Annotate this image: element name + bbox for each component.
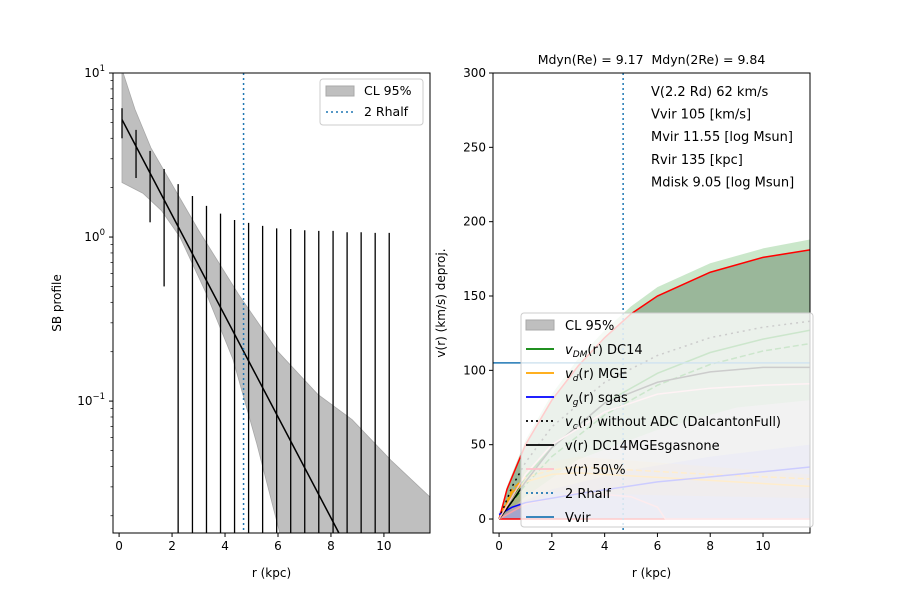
- legend-label: Vvir: [565, 511, 591, 526]
- chart-title: Mdyn(Re) = 9.17 Mdyn(2Re) = 9.84: [538, 52, 766, 67]
- annotation-text: Rvir 135 [kpc]: [651, 153, 743, 168]
- y-axis-label: SB profile: [50, 274, 64, 332]
- legend-label-subscript: c: [573, 422, 578, 432]
- annotation-text: Mvir 11.55 [log Msun]: [651, 130, 793, 145]
- y-axis-label: v(r) (km/s) deproj.: [434, 248, 448, 357]
- y-tick-base: 10: [84, 230, 99, 244]
- legend-label: vg(r) sgas: [565, 391, 628, 408]
- legend-label: vd(r) MGE: [565, 367, 628, 384]
- y-tick-label: 300: [463, 66, 486, 80]
- x-tick-label: 10: [376, 539, 391, 553]
- y-tick-label: 250: [463, 140, 486, 154]
- x-axis-label: r (kpc): [632, 566, 671, 580]
- confidence-band: [121, 73, 430, 533]
- y-tick-label: 150: [463, 289, 486, 303]
- x-tick-label: 4: [221, 539, 229, 553]
- legend-label-symbol: v: [565, 367, 573, 382]
- model-line: [121, 119, 340, 533]
- legend-label-subscript: DM: [573, 350, 588, 360]
- legend-box: [520, 312, 814, 528]
- plot-area: [121, 73, 430, 533]
- y-tick-label: 50: [471, 438, 486, 452]
- annotation-text: Mdisk 9.05 [log Msun]: [651, 175, 794, 190]
- y-tick-exponent: −1: [92, 392, 105, 402]
- x-tick-label: 6: [654, 539, 662, 553]
- y-tick-label: 100: [463, 363, 486, 377]
- y-tick-base: 10: [84, 66, 99, 80]
- legend-label: v(r) DC14MGEsgasnone: [565, 439, 720, 454]
- x-axis-label: r (kpc): [252, 566, 291, 580]
- y-tick-label: 100: [84, 228, 105, 244]
- axes-frame: [112, 72, 431, 534]
- legend-label-rest: (r) without ADC (DalcantonFull): [578, 415, 781, 430]
- annotation-text: Vvir 105 [km/s]: [651, 108, 751, 123]
- x-tick-label: 2: [548, 539, 556, 553]
- x-tick-label: 0: [495, 539, 503, 553]
- legend-label: v(r) 50\%: [565, 463, 626, 478]
- x-tick-label: 10: [755, 539, 770, 553]
- legend-label-symbol: v: [565, 391, 573, 406]
- y-tick-label: 0: [478, 512, 486, 526]
- legend-swatch-patch: [325, 85, 355, 97]
- x-tick-label: 0: [115, 539, 123, 553]
- legend-label-symbol: v: [565, 343, 573, 358]
- legend-label: 2 Rhalf: [364, 104, 409, 119]
- y-tick-exponent: 1: [100, 64, 105, 74]
- legend-label-subscript: d: [573, 374, 579, 384]
- x-tick-label: 8: [706, 539, 714, 553]
- legend-label: CL 95%: [565, 319, 614, 334]
- legend: CL 95% 2 Rhalf: [319, 78, 424, 126]
- x-tick-label: 8: [327, 539, 335, 553]
- legend-label: CL 95%: [364, 83, 412, 98]
- y-tick-label: 200: [463, 215, 486, 229]
- y-tick-label: 101: [84, 64, 105, 80]
- legend-label: vc(r) without ADC (DalcantonFull): [565, 415, 781, 432]
- y-tick-exponent: 0: [100, 228, 105, 238]
- legend-label-rest: (r) MGE: [578, 367, 627, 382]
- legend-label-symbol: v: [565, 415, 573, 430]
- y-tick-label: 10−1: [77, 392, 105, 408]
- legend-label: 2 Rhalf: [565, 487, 611, 502]
- x-tick-label: 2: [168, 539, 176, 553]
- legend-label-rest: (r) sgas: [578, 391, 628, 406]
- legend-label: vDM(r) DC14: [565, 343, 643, 360]
- legend-label-rest: (r) DC14: [587, 343, 642, 358]
- annotation-text: V(2.2 Rd) 62 km/s: [651, 85, 769, 100]
- x-tick-label: 4: [601, 539, 609, 553]
- legend-label-subscript: g: [573, 398, 579, 408]
- y-tick-base: 10: [77, 394, 92, 408]
- axes-frame: [492, 72, 811, 534]
- x-tick-label: 6: [274, 539, 282, 553]
- legend-swatch-patch: [525, 319, 555, 331]
